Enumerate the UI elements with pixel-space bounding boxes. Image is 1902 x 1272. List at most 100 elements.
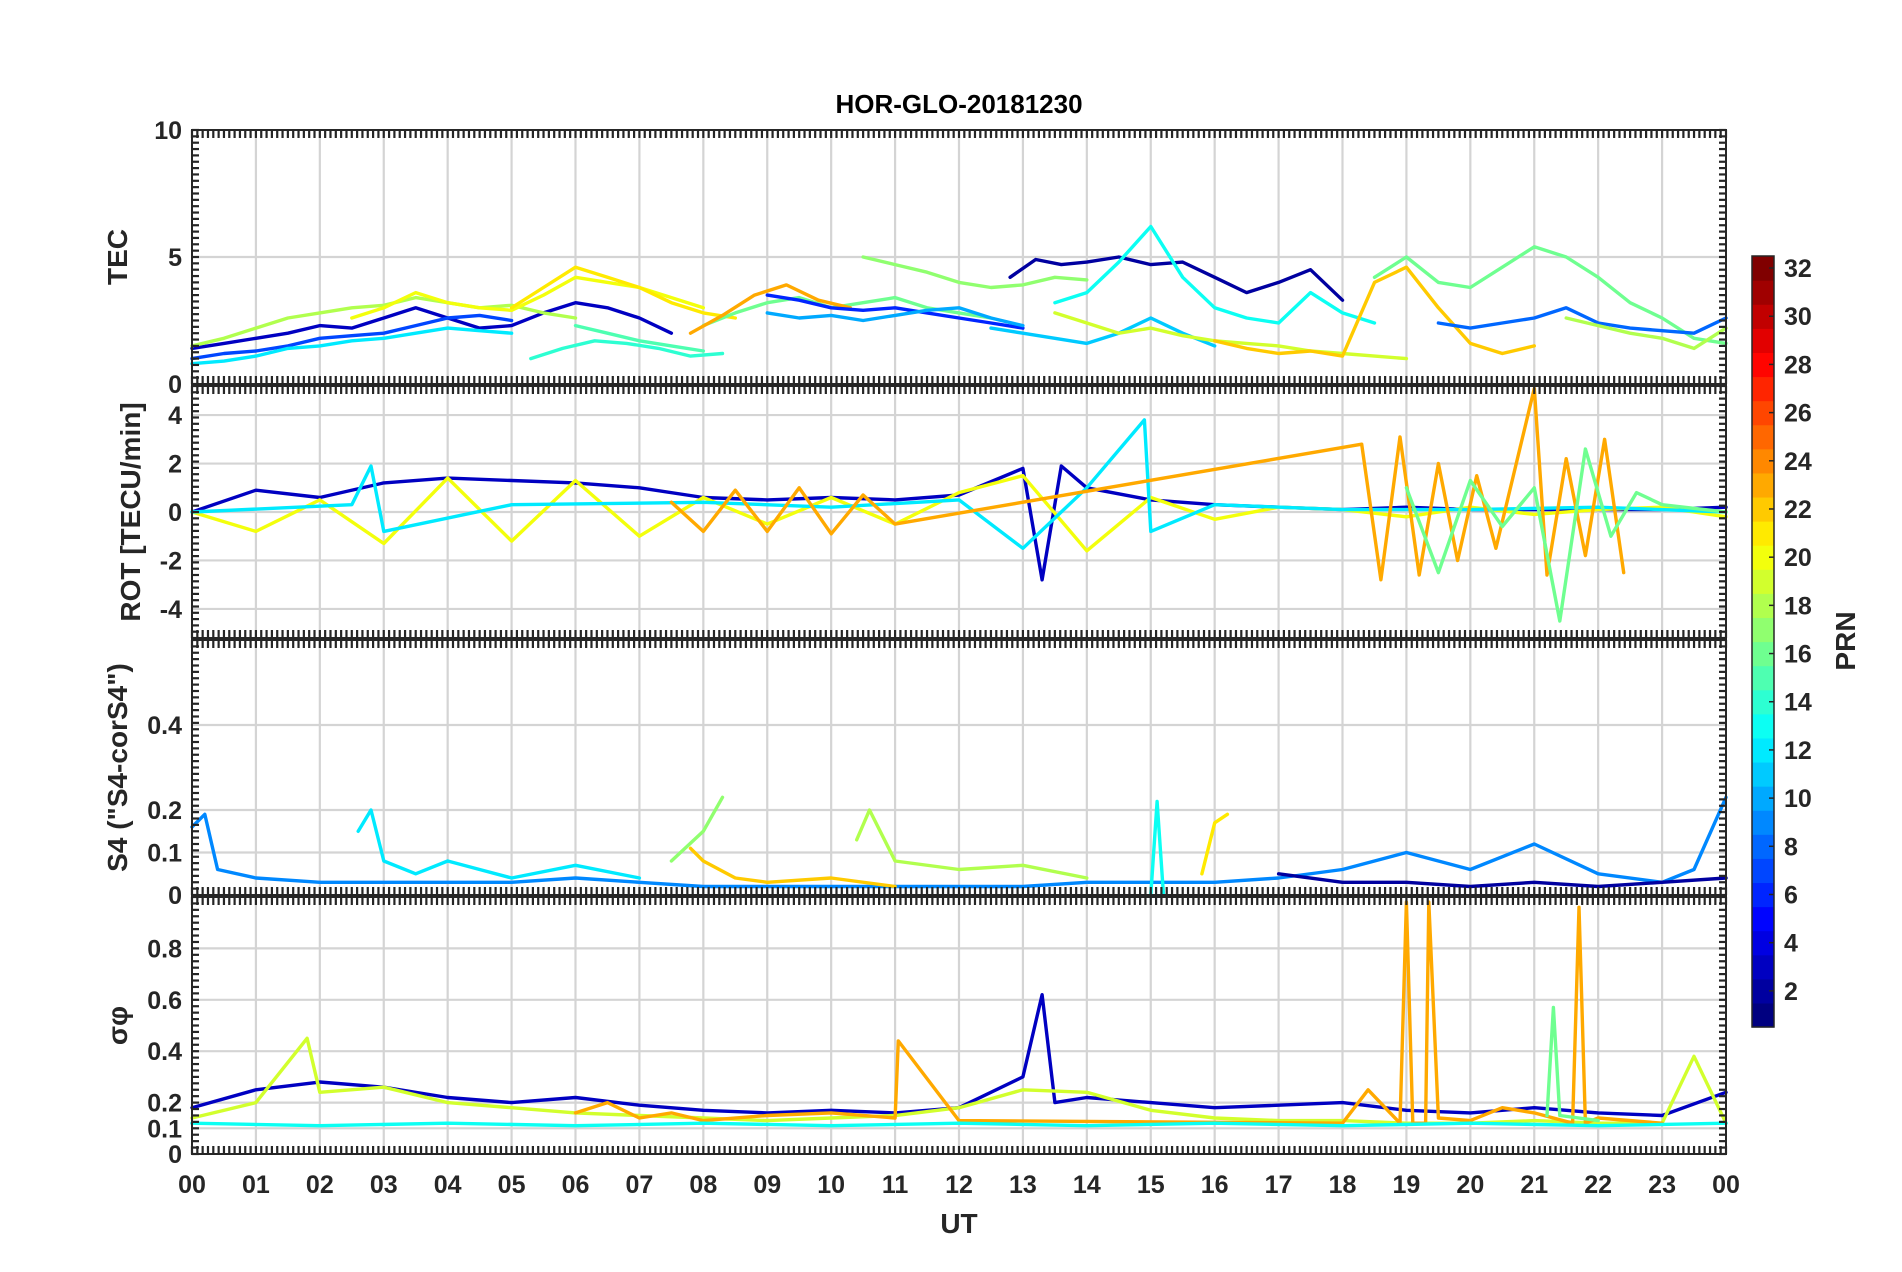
panel-0-series-prn-15 <box>573 323 705 353</box>
panel-1-ytick-label: 4 <box>168 402 182 430</box>
panel-0-ytick-label: 5 <box>168 244 182 272</box>
colorbar-label: PRN <box>1830 611 1861 670</box>
colorbar-swatch <box>1752 256 1774 281</box>
colorbar-tick-label: 4 <box>1784 930 1798 958</box>
x-tick-label: 23 <box>1648 1171 1676 1199</box>
panel-0-series-prn-22 <box>1212 265 1537 358</box>
x-tick-label: 19 <box>1393 1171 1421 1199</box>
colorbar-tick-label: 8 <box>1784 833 1798 861</box>
x-tick-label: 11 <box>882 1171 909 1199</box>
colorbar-tick-label: 24 <box>1784 448 1812 476</box>
colorbar-tick-label: 26 <box>1784 400 1812 428</box>
panel-0-ylabel: TEC <box>102 229 133 285</box>
panel-3-ytick-label: 0.4 <box>147 1038 182 1066</box>
panel-3-series-prn-3 <box>190 993 1728 1118</box>
panel-3-series-prn-13 <box>190 1121 1728 1128</box>
colorbar-swatch <box>1752 954 1774 980</box>
colorbar-tick-label: 22 <box>1784 496 1812 524</box>
colorbar-swatch <box>1752 810 1774 835</box>
x-tick-label: 12 <box>945 1171 973 1199</box>
x-tick-label: 09 <box>753 1171 781 1199</box>
colorbar-swatch <box>1752 713 1774 739</box>
panel-0-traces <box>190 224 1728 366</box>
panel-3-series-prn-19 <box>190 1036 1728 1125</box>
panel-0-ytick-label: 10 <box>154 117 182 145</box>
colorbar-swatch <box>1752 906 1774 932</box>
colorbar-swatch <box>1752 761 1774 787</box>
panel-2-series-prn-12 <box>356 808 642 880</box>
panel-3-series-prn-16 <box>1545 1005 1600 1123</box>
panel-3-minor-ticks <box>190 895 1728 1156</box>
x-tick-label: 16 <box>1201 1171 1229 1199</box>
colorbar-swatch <box>1752 376 1774 402</box>
panel-1-series-prn-23 <box>669 386 1626 582</box>
colorbar-swatch <box>1752 328 1774 353</box>
panel-1-ytick-label: -2 <box>160 547 182 575</box>
panel-0-series-prn-14 <box>529 339 725 361</box>
x-tick-label: 00 <box>178 1171 206 1199</box>
colorbar-tick-label: 12 <box>1784 737 1812 765</box>
x-tick-label: 17 <box>1265 1171 1293 1199</box>
x-tick-label: 14 <box>1073 1171 1101 1199</box>
panel-2-series-prn-17 <box>669 795 725 863</box>
panel-3-ylabel: σφ <box>102 1006 133 1045</box>
colorbar-swatch <box>1752 617 1774 643</box>
colorbar-swatch <box>1752 737 1774 763</box>
panel-3-series-prn-23 <box>573 900 1664 1125</box>
colorbar-swatch <box>1752 665 1774 691</box>
panel-0-series-prn-19 <box>1053 311 1409 361</box>
colorbar-tick-label: 16 <box>1784 641 1812 669</box>
panel-0-series-prn-18 <box>190 295 578 348</box>
x-tick-label: 06 <box>562 1171 590 1199</box>
x-tick-label: 03 <box>370 1171 398 1199</box>
panel-1-series-prn-16 <box>1404 447 1728 623</box>
panel-3: 00.10.2 0.4 0.6 0.8 σφ <box>102 895 1728 1169</box>
x-tick-label: 05 <box>498 1171 526 1199</box>
x-tick-label: 18 <box>1329 1171 1357 1199</box>
colorbar-swatch <box>1752 400 1774 426</box>
panel-2-series-prn-2 <box>1276 872 1728 889</box>
panel-0-series-prn-18 <box>1564 316 1728 351</box>
colorbar-tick-label: 10 <box>1784 785 1812 813</box>
panel-0-series-prn-17 <box>861 255 1089 290</box>
colorbar-swatch <box>1752 593 1774 619</box>
panel-0-series-prn-21 <box>509 265 737 320</box>
x-tick-label: 08 <box>689 1171 717 1199</box>
x-tick-label: 00 <box>1712 1171 1740 1199</box>
colorbar-swatch <box>1752 304 1774 329</box>
panel-2-ytick-label: 0.1 <box>147 840 182 868</box>
colorbar-swatch <box>1752 424 1774 450</box>
panel-2-ytick-label: 0 <box>168 882 182 910</box>
colorbar-swatch <box>1752 352 1774 378</box>
colorbar-frame <box>1751 255 1775 1028</box>
panel-3-ytick-label: 0 <box>168 1141 182 1169</box>
colorbar-swatch <box>1752 882 1774 908</box>
chart-title: HOR-GLO-20181230 <box>835 89 1082 119</box>
panel-1-ytick-label: 2 <box>168 451 182 479</box>
x-tick-label: 20 <box>1456 1171 1484 1199</box>
colorbar-tick-label: 20 <box>1784 544 1812 572</box>
panel-2-ytick-label: 0.2 <box>147 797 182 825</box>
colorbar-tick-label: 18 <box>1784 592 1812 620</box>
x-tick-label: 13 <box>1009 1171 1037 1199</box>
panel-1-minor-ticks <box>190 384 1728 640</box>
panel-3-ytick-label: 0.1 <box>147 1115 182 1143</box>
panel-3-ytick-label: 0.8 <box>147 935 182 963</box>
colorbar-swatch <box>1752 545 1774 570</box>
colorbar-swatch <box>1752 569 1774 594</box>
panel-0-series-prn-13 <box>1053 224 1377 325</box>
panel-0-series-prn-6 <box>765 293 1025 330</box>
x-axis-label: UT <box>940 1208 977 1239</box>
panel-1-ytick-label: -4 <box>160 596 182 624</box>
colorbar-swatch <box>1752 689 1774 715</box>
colorbar-swatch <box>1752 834 1774 859</box>
colorbar-swatch <box>1752 448 1774 474</box>
colorbar-tick-label: 6 <box>1784 881 1798 909</box>
colorbar-swatch <box>1752 786 1774 811</box>
panel-0-minor-ticks <box>190 128 1728 386</box>
colorbar-tick-label: 30 <box>1784 303 1812 331</box>
colorbar-tick-label: 28 <box>1784 351 1812 379</box>
